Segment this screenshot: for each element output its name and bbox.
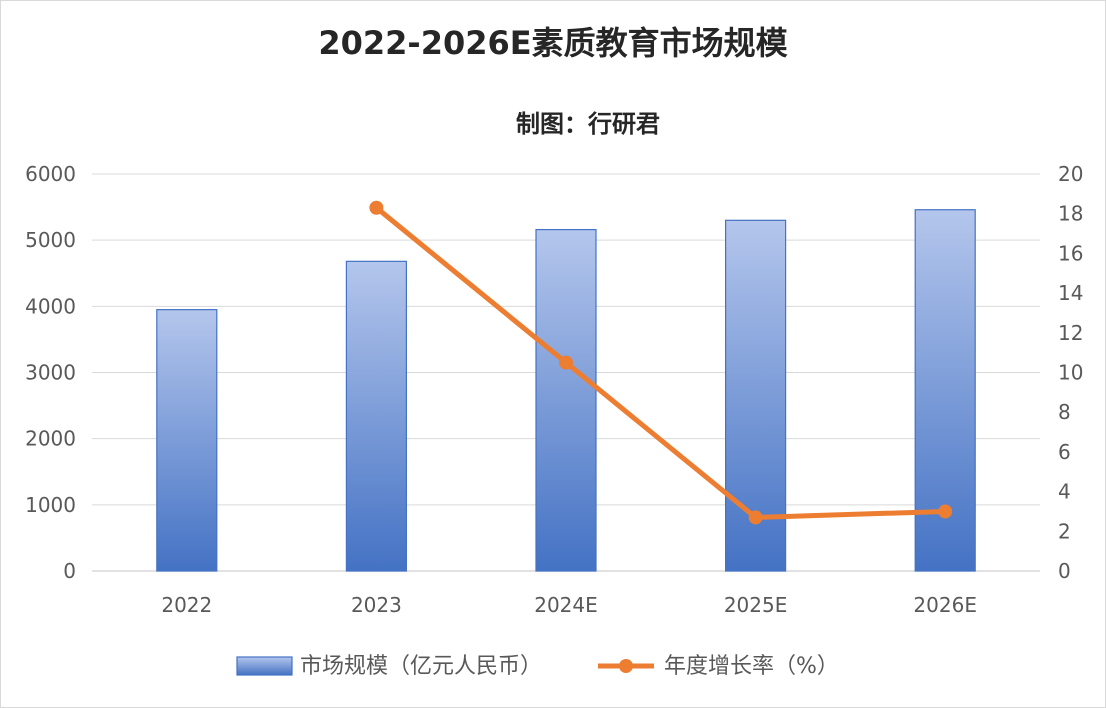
x-tick-label: 2023: [351, 593, 402, 617]
growth-line: [373, 205, 948, 520]
legend-bar-swatch: [236, 656, 293, 676]
legend-line-label: 年度增长率（%）: [664, 654, 839, 679]
growth-point: [748, 510, 763, 525]
right-tick-label: 6: [1058, 440, 1071, 464]
right-tick-label: 4: [1058, 480, 1071, 504]
right-tick-label: 16: [1058, 241, 1083, 265]
x-tick-label: 2024E: [534, 593, 598, 617]
right-tick-label: 10: [1058, 361, 1083, 385]
right-tick-label: 20: [1058, 162, 1083, 186]
left-tick-label: 5000: [25, 228, 76, 252]
right-axis-ticks: 0 2 4 6 8 10 12 14 16 18 20: [1058, 162, 1083, 583]
left-tick-label: 4000: [25, 294, 76, 318]
bar: [345, 260, 407, 572]
line-series: [369, 200, 953, 525]
chart-subtitle: 制图：行研君: [516, 110, 660, 138]
left-tick-label: 3000: [25, 361, 76, 385]
growth-point: [369, 200, 384, 215]
right-tick-label: 0: [1058, 559, 1071, 583]
left-tick-label: 2000: [25, 427, 76, 451]
left-tick-label: 1000: [25, 493, 76, 517]
left-tick-label: 6000: [25, 162, 76, 186]
bar: [535, 228, 597, 572]
x-tick-label: 2025E: [724, 593, 788, 617]
bar: [156, 309, 218, 572]
right-tick-label: 8: [1058, 400, 1071, 424]
chart-title: 2022-2026E素质教育市场规模: [318, 24, 788, 62]
right-tick-label: 2: [1058, 519, 1071, 543]
left-axis-ticks: 0 1000 2000 3000 4000 5000 6000: [25, 162, 76, 583]
x-axis-ticks: 2022 2023 2024E 2025E 2026E: [161, 593, 977, 617]
right-tick-label: 14: [1058, 281, 1083, 305]
x-tick-label: 2022: [161, 593, 212, 617]
growth-point: [938, 504, 953, 519]
x-tick-label: 2026E: [913, 593, 977, 617]
legend: 市场规模（亿元人民币） 年度增长率（%）: [236, 654, 839, 679]
left-tick-label: 0: [63, 559, 76, 583]
right-tick-label: 18: [1058, 202, 1083, 226]
legend-line-marker: [619, 659, 633, 673]
legend-bar-label: 市场规模（亿元人民币）: [300, 654, 542, 679]
growth-point: [559, 355, 573, 370]
right-tick-label: 12: [1058, 321, 1083, 345]
